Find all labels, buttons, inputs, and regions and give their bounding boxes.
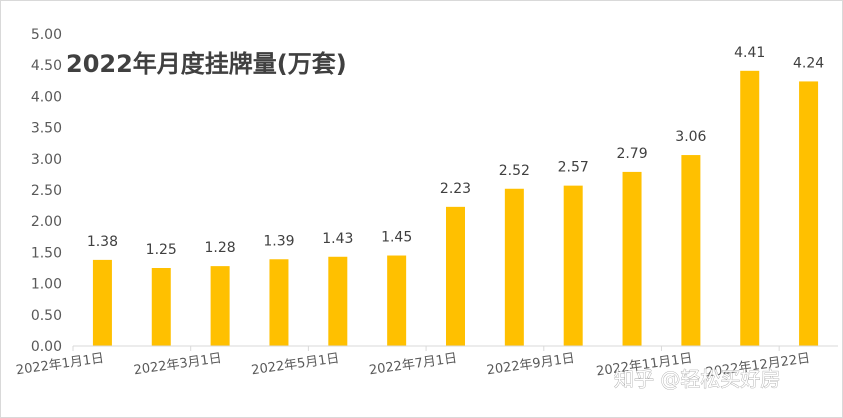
x-axis-tick-marks (72, 346, 780, 351)
data-label: 1.43 (322, 231, 353, 247)
bar (563, 185, 583, 346)
bars (92, 70, 819, 346)
bar (151, 268, 171, 346)
bar (328, 256, 348, 346)
y-tick-label: 4.50 (31, 58, 62, 74)
watermark-text: 知乎 @轻松买好房 (614, 367, 780, 391)
y-tick-label: 1.50 (31, 245, 62, 261)
data-label: 1.39 (263, 233, 294, 249)
data-label: 3.06 (675, 129, 706, 145)
bar (387, 255, 407, 346)
data-label: 1.38 (87, 234, 118, 250)
data-label: 4.41 (734, 45, 765, 61)
data-labels: 1.38 1.25 1.28 1.39 1.43 1.45 2.23 2.52 2.57 2.79… (87, 45, 824, 258)
data-label: 4.24 (793, 55, 824, 71)
y-axis-ticks: 0.00 0.50 1.00 1.50 2.00 2.50 3.00 3.50 4.00 4.50… (31, 27, 62, 355)
y-tick-label: 2.00 (31, 214, 62, 230)
bar (622, 171, 642, 346)
bar (799, 81, 819, 346)
bar (740, 70, 760, 346)
data-label: 2.23 (440, 181, 471, 197)
y-tick-label: 2.50 (31, 183, 62, 199)
y-tick-label: 0.00 (31, 339, 62, 355)
bar (681, 155, 701, 346)
y-tick-label: 0.50 (31, 308, 62, 324)
data-label: 1.28 (205, 240, 236, 256)
data-label: 1.25 (146, 242, 177, 258)
y-tick-label: 3.00 (31, 152, 62, 168)
y-tick-label: 1.00 (31, 277, 62, 293)
chart-title: 2022年月度挂牌量(万套) (66, 50, 347, 78)
data-label: 2.52 (499, 163, 530, 179)
y-tick-label: 4.00 (31, 89, 62, 105)
data-label: 1.45 (381, 230, 412, 246)
bar (210, 266, 230, 346)
data-label: 2.57 (558, 160, 589, 176)
y-tick-label: 5.00 (31, 27, 62, 43)
bar (269, 259, 289, 346)
bar (504, 188, 524, 346)
data-label: 2.79 (616, 146, 647, 162)
y-tick-label: 3.50 (31, 121, 62, 137)
bar (446, 206, 465, 346)
bar (92, 259, 112, 346)
